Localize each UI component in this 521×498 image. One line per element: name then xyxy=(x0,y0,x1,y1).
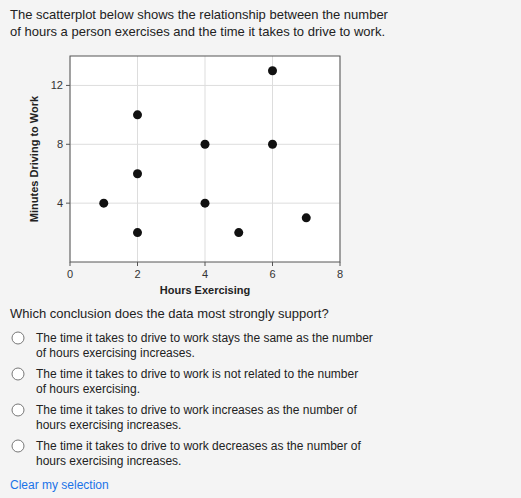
radio-button[interactable] xyxy=(12,404,24,416)
tick-label-x: 2 xyxy=(134,268,140,280)
title: The scatterplot below shows the relation… xyxy=(10,7,389,22)
tick-label-x: 8 xyxy=(337,268,343,280)
option[interactable]: The time it takes to drive to work stays… xyxy=(12,331,373,360)
tick-y xyxy=(66,203,70,204)
option-text[interactable]: The time it takes to drive to work stays… xyxy=(36,331,373,360)
grid xyxy=(70,56,340,262)
radio-button[interactable] xyxy=(12,368,24,380)
point xyxy=(234,228,243,237)
grid-line-x xyxy=(272,56,273,262)
option[interactable]: The time it takes to drive to work is no… xyxy=(12,367,358,396)
point xyxy=(99,199,108,208)
points xyxy=(99,66,311,237)
question: Which conclusion does the data most stro… xyxy=(10,306,329,321)
point xyxy=(268,140,277,149)
point xyxy=(133,228,142,237)
option-text[interactable]: The time it takes to drive to work incre… xyxy=(36,403,357,432)
option-line[interactable]: hours exercising increases. xyxy=(36,454,181,468)
tick-label-y: 12 xyxy=(51,79,63,91)
radio-button[interactable] xyxy=(12,440,24,452)
point xyxy=(133,169,142,178)
y-axis-label: Minutes Driving to Work xyxy=(28,95,40,222)
point xyxy=(302,213,311,222)
tick-x xyxy=(205,262,206,266)
tick-label-x: 6 xyxy=(269,268,275,280)
grid-line-x xyxy=(205,56,206,262)
radio-button[interactable] xyxy=(12,332,24,344)
option-text[interactable]: The time it takes to drive to work decre… xyxy=(36,439,361,468)
tick-x xyxy=(137,262,138,266)
tick-x xyxy=(272,262,273,266)
option[interactable]: The time it takes to drive to work decre… xyxy=(12,439,361,468)
plot-frame xyxy=(70,56,340,262)
point xyxy=(133,110,142,119)
footer-link[interactable]: Clear my selection xyxy=(10,478,109,492)
option-line[interactable]: The time it takes to drive to work decre… xyxy=(36,439,361,453)
tick-label-y: 4 xyxy=(57,197,63,209)
page: The scatterplot below shows the relation… xyxy=(0,0,521,498)
tick-y xyxy=(66,85,70,86)
tick-label-x: 0 xyxy=(67,268,73,280)
tick-x xyxy=(340,262,341,266)
x-axis-label: Hours Exercising xyxy=(160,284,250,296)
option-line[interactable]: hours exercising increases. xyxy=(36,418,181,432)
grid-line-y xyxy=(70,85,340,86)
tick-label-x: 4 xyxy=(202,268,208,280)
option-line[interactable]: The time it takes to drive to work is no… xyxy=(36,367,358,381)
option-line[interactable]: The time it takes to drive to work incre… xyxy=(36,403,357,417)
option-line[interactable]: of hours exercising. xyxy=(36,382,140,396)
option-line[interactable]: The time it takes to drive to work stays… xyxy=(36,331,373,345)
point xyxy=(201,140,210,149)
option[interactable]: The time it takes to drive to work incre… xyxy=(12,403,357,432)
option-line[interactable]: of hours exercising increases. xyxy=(36,346,195,360)
title: of hours a person exercises and the time… xyxy=(10,24,385,39)
tick-x xyxy=(70,262,71,266)
point xyxy=(268,66,277,75)
tick-y xyxy=(66,144,70,145)
option-text[interactable]: The time it takes to drive to work is no… xyxy=(36,367,358,396)
tick-label-y: 8 xyxy=(57,138,63,150)
plot-area xyxy=(70,56,340,262)
point xyxy=(201,199,210,208)
